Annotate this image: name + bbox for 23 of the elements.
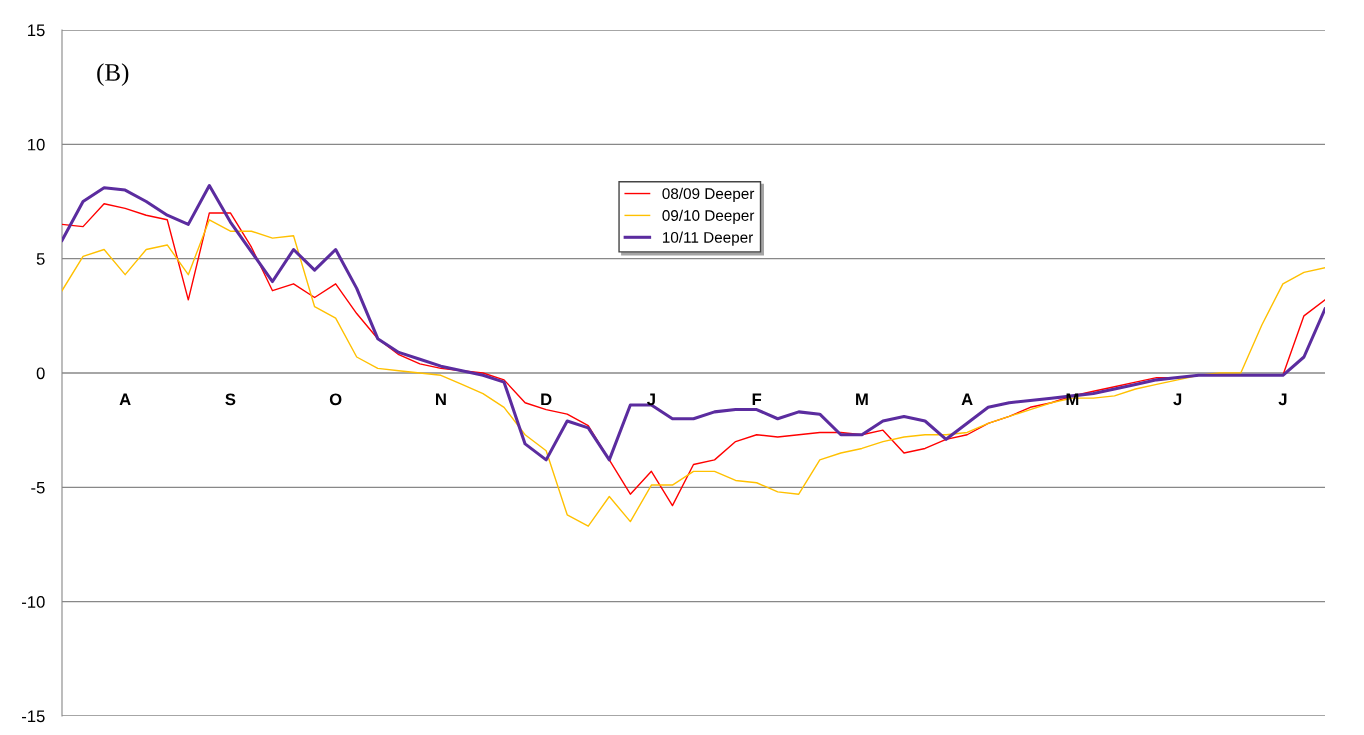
legend-label: 09/10 Deeper (662, 209, 755, 224)
x-tick-label: S (225, 393, 236, 406)
annotation: (B) (97, 63, 129, 86)
x-tick-label: J (1173, 393, 1182, 406)
line-series (62, 183, 1325, 462)
x-tick-label: J (1278, 393, 1287, 406)
y-tick-label: 15 (28, 24, 45, 37)
x-tick-label: D (541, 393, 552, 406)
x-tick-label: A (119, 393, 131, 406)
y-tick-label: 5 (36, 253, 45, 265)
x-tick-label: N (436, 393, 446, 406)
y-tick-label: -15 (21, 710, 45, 723)
y-tick-label: 0 (36, 367, 45, 380)
y-tick-label: -5 (31, 481, 45, 494)
legend-label: 10/11 Deeper (662, 231, 754, 246)
y-tick-label: 10 (28, 138, 45, 151)
legend-label: 08/09 Deeper (662, 187, 755, 203)
x-tick-label: J (647, 393, 655, 406)
x-tick-label: F (752, 393, 762, 406)
x-tick-label: M (856, 393, 868, 406)
x-tick-label: O (329, 393, 342, 406)
y-tick-label: -10 (21, 596, 45, 608)
x-tick-label: A (961, 393, 973, 406)
